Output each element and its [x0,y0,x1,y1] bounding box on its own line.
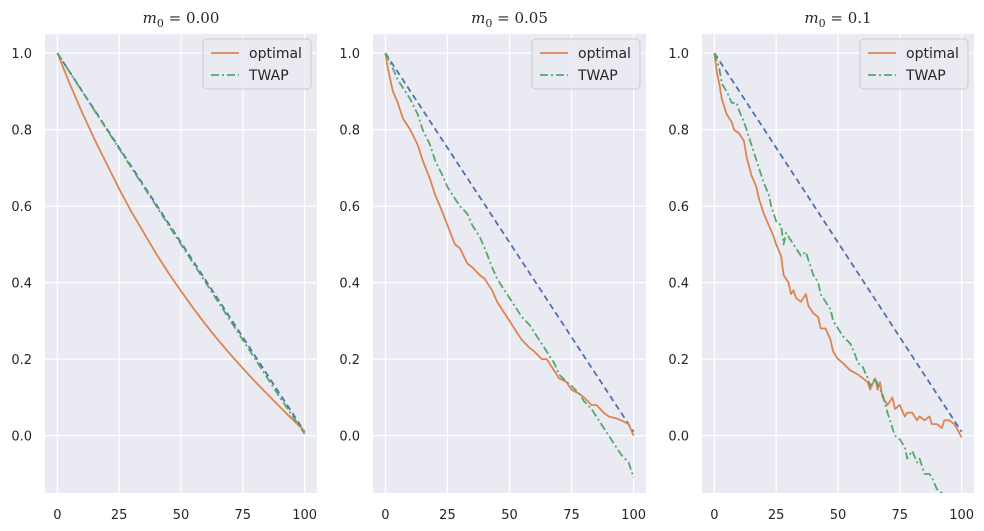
y-tick-label: 0.2 [11,353,32,368]
y-tick-label: 0.6 [11,200,32,215]
y-tick-label: 0.0 [668,430,689,445]
x-tick-label: 50 [501,508,518,523]
y-tick-label: 0.4 [339,277,360,292]
legend: optimal TWAP [859,38,969,90]
x-tick-label: 50 [830,508,847,523]
subplot-3: 0 25 50 75 100 0.0 0.2 0.4 0.6 0.8 1.0 m0 = 0.1 opti… [668,9,974,523]
x-tick-label: 25 [439,508,456,523]
legend-label-TWAP: TWAP [248,68,289,84]
x-tick-label: 100 [621,508,646,523]
legend-box [531,38,641,90]
x-tick-label: 100 [949,508,974,523]
legend-label-optimal: optimal [578,46,631,62]
legend: optimal TWAP [531,38,641,90]
y-tick-label: 1.0 [11,47,32,62]
x-tick-label: 25 [768,508,785,523]
y-tick-label: 0.8 [11,124,32,139]
series-line-TWAP [713,52,943,493]
y-tick-label: 0.0 [339,430,360,445]
legend: optimal TWAP [202,38,312,90]
y-tick-label: 0.8 [339,124,360,139]
subplot-title: m0 = 0.05 [471,9,548,30]
x-tick-label: 100 [292,508,317,523]
y-tick-label: 0.0 [11,430,32,445]
x-tick-label: 0 [381,508,389,523]
series-line-reference [713,52,963,433]
x-tick-label: 50 [173,508,190,523]
y-tick-label: 1.0 [668,47,689,62]
series-line-optimal [713,52,963,438]
y-tick-label: 0.2 [668,353,689,368]
series-line-TWAP [384,52,635,478]
y-tick-label: 0.4 [11,277,32,292]
subplot-2: 0 25 50 75 100 0.0 0.2 0.4 0.6 0.8 1.0 m0 = 0.05 opt… [339,9,646,523]
legend-box [859,38,969,90]
subplot-title: m0 = 0.1 [804,9,871,30]
x-tick-label: 0 [710,508,718,523]
series-line-TWAP [56,52,306,435]
y-tick-label: 0.6 [668,200,689,215]
x-tick-label: 75 [563,508,580,523]
legend-label-TWAP: TWAP [905,68,946,84]
legend-label-TWAP: TWAP [577,68,618,84]
x-tick-label: 0 [53,508,61,523]
legend-label-optimal: optimal [906,46,959,62]
series-line-optimal [56,52,306,432]
y-tick-label: 1.0 [339,47,360,62]
y-tick-label: 0.6 [339,200,360,215]
series-line-optimal [384,52,635,436]
x-tick-label: 75 [892,508,909,523]
subplot-1: 0 25 50 75 100 0.0 0.2 0.4 0.6 0.8 1.0 m0 = 0.00 opt… [11,9,317,523]
y-tick-label: 0.8 [668,124,689,139]
y-tick-label: 0.4 [668,277,689,292]
legend-label-optimal: optimal [249,46,302,62]
y-tick-label: 0.2 [339,353,360,368]
legend-box [202,38,312,90]
x-tick-label: 25 [111,508,128,523]
subplot-title: m0 = 0.00 [143,9,220,30]
x-tick-label: 75 [235,508,252,523]
series-line-reference [384,52,635,433]
